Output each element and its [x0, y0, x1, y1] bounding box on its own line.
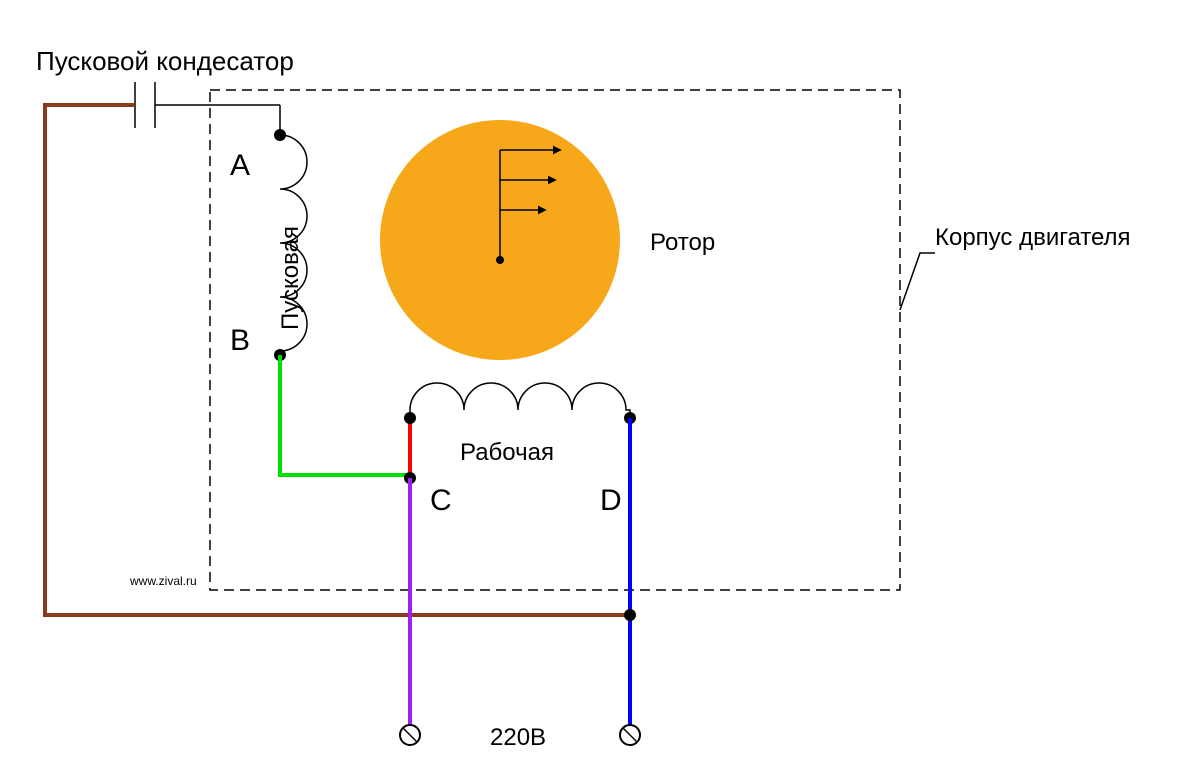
wire-green — [280, 355, 410, 475]
node-a-dot — [274, 129, 286, 141]
case-leader — [900, 253, 935, 310]
run-winding-coil — [410, 383, 630, 418]
capacitor-title: Пусковой кондесатор — [36, 46, 294, 76]
node-d-label: D — [600, 484, 622, 517]
run-winding-label: Рабочая — [460, 439, 554, 466]
start-winding-label: Пусковая — [277, 226, 304, 330]
voltage-label: 220В — [490, 724, 546, 751]
node-a-label: A — [230, 149, 250, 182]
case-label: Корпус двигателя — [935, 224, 1131, 251]
website-label: www.zival.ru — [129, 574, 197, 588]
node-c-label: C — [430, 484, 452, 517]
junction-brown-blue — [624, 609, 636, 621]
node-c-dot — [404, 412, 416, 424]
node-b-label: B — [230, 324, 250, 357]
capacitor-icon — [135, 82, 155, 128]
rotor-label: Ротор — [650, 229, 715, 256]
